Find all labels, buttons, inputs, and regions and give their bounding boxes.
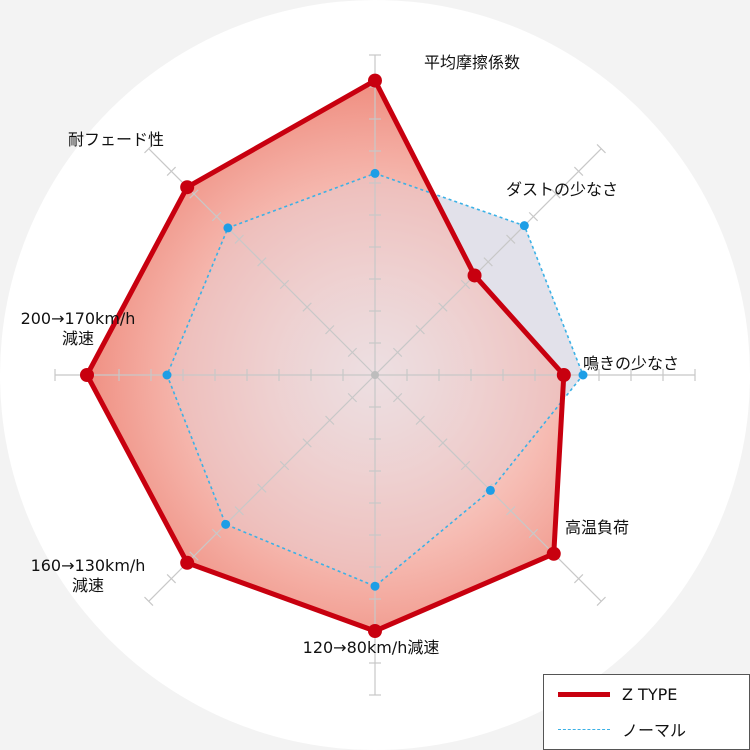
axis-tick: [573, 573, 584, 584]
data-point-normal: [221, 519, 231, 529]
data-point-ztype: [556, 368, 571, 382]
axis-label-line: ダストの少なさ: [506, 180, 618, 199]
data-point-normal: [485, 485, 495, 495]
axis-label-line: 減速: [72, 576, 104, 595]
data-point-ztype: [546, 546, 561, 561]
axis-tick: [392, 392, 403, 403]
axis-tick: [325, 415, 335, 425]
axis-tick: [144, 144, 154, 154]
axis-tick: [596, 144, 606, 154]
axis-tick: [415, 415, 425, 425]
axis-tick: [302, 438, 312, 448]
axis-tick: [211, 211, 222, 222]
axis-tick: [325, 325, 335, 335]
axis-label-line: 160→130km/h: [31, 556, 146, 575]
axis-label: 200→170km/h 減速: [21, 309, 136, 348]
axis-tick: [166, 573, 177, 584]
axis-tick: [347, 392, 358, 403]
series-points: [80, 73, 588, 638]
legend-swatch-normal: [558, 728, 610, 730]
axis-label-line: 200→170km/h: [21, 309, 136, 328]
chart-center: [371, 371, 379, 379]
data-point-normal: [162, 370, 172, 380]
axis-tick: [551, 189, 561, 199]
axis-tick: [596, 596, 606, 606]
axis-tick: [438, 438, 448, 448]
axis-label: 高温負荷: [565, 518, 629, 537]
axis-tick: [189, 551, 199, 561]
axis-tick: [392, 347, 403, 358]
data-point-normal: [519, 221, 529, 231]
legend-entry-ztype: Z TYPE: [558, 685, 677, 704]
axis-tick: [279, 279, 290, 290]
axis-label-line: 鳴きの少なさ: [583, 354, 679, 373]
axis-tick: [528, 528, 539, 539]
legend-swatch-ztype: [558, 692, 610, 697]
data-point-ztype: [180, 555, 195, 570]
axis-tick: [211, 528, 222, 539]
axis-label-line: 高温負荷: [565, 518, 629, 537]
axis-label: 鳴きの少なさ: [583, 354, 679, 373]
axis-label: 160→130km/h 減速: [31, 556, 146, 595]
series-line-normal: [166, 172, 584, 588]
axis-tick: [528, 211, 539, 222]
axis-grid: [54, 54, 696, 696]
axis-tick: [506, 234, 516, 244]
data-point-normal: [223, 223, 233, 233]
data-point-ztype: [467, 268, 482, 283]
axis-tick: [234, 506, 244, 516]
axis-tick: [302, 302, 312, 312]
axis-tick: [144, 596, 154, 606]
axis-label-line: 減速: [62, 329, 94, 348]
axis-tick: [438, 302, 448, 312]
axis-label: 耐フェード性: [68, 130, 164, 149]
axis-tick: [483, 257, 493, 267]
axis-label: ダストの少なさ: [506, 180, 618, 199]
axis-tick: [166, 166, 177, 177]
axis-label: 平均摩擦係数: [424, 53, 520, 72]
data-point-ztype: [180, 180, 195, 195]
axis-tick: [573, 166, 584, 177]
axis-tick: [234, 234, 244, 244]
axis-tick: [415, 325, 425, 335]
data-point-normal: [370, 168, 380, 178]
data-point-ztype: [368, 624, 382, 638]
axis-tick: [506, 506, 516, 516]
data-point-normal: [370, 581, 380, 591]
axis-tick: [257, 257, 267, 267]
data-point-ztype: [80, 368, 94, 382]
legend-label-ztype: Z TYPE: [622, 685, 678, 704]
axis-label-line: 120→80km/h減速: [303, 638, 440, 657]
axis-tick: [189, 189, 199, 199]
chart-legend: Z TYPE ノーマル: [543, 674, 750, 750]
axis-tick: [279, 460, 290, 471]
data-point-normal: [578, 370, 588, 380]
axis-label-line: 耐フェード性: [68, 130, 164, 149]
axis-tick: [460, 279, 471, 290]
axis-label: 120→80km/h減速: [303, 638, 440, 657]
axis-tick: [347, 347, 358, 358]
data-point-ztype: [368, 73, 382, 88]
axis-tick: [460, 460, 471, 471]
legend-entry-normal: ノーマル: [558, 717, 686, 741]
legend-label-normal: ノーマル: [622, 721, 687, 740]
axis-label-line: 平均摩擦係数: [424, 53, 520, 72]
axis-tick: [257, 483, 267, 493]
